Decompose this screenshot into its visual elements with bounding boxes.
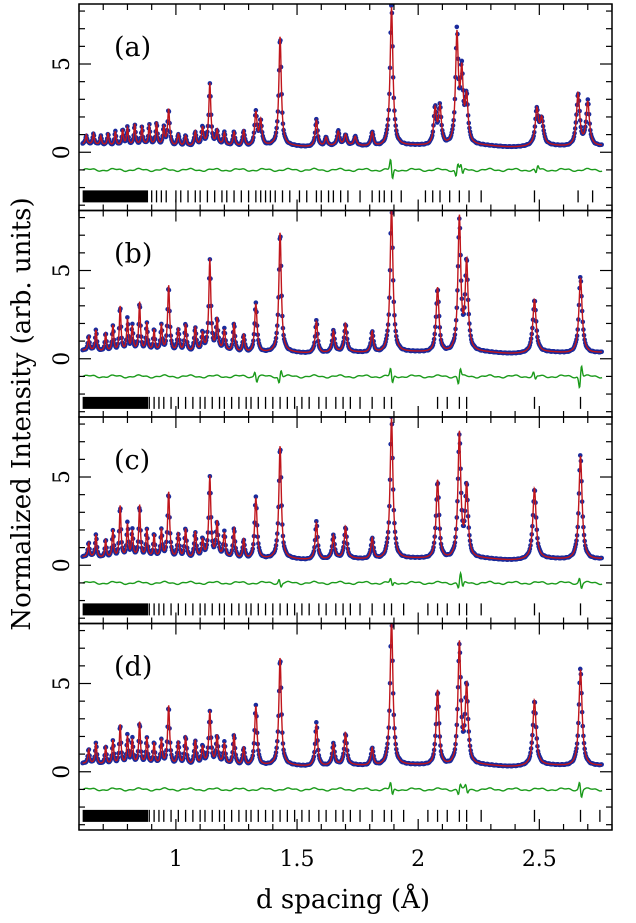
observed-point bbox=[459, 58, 465, 64]
panel-ticks bbox=[78, 623, 613, 830]
observed-point bbox=[222, 739, 227, 744]
observed-point bbox=[389, 615, 394, 620]
observed-point bbox=[577, 666, 583, 672]
observed-point bbox=[388, 4, 394, 8]
observed-point bbox=[585, 97, 591, 102]
observed-point bbox=[314, 518, 319, 524]
panel-frame bbox=[78, 209, 613, 418]
y-tick-label: 5 bbox=[50, 470, 75, 484]
observed-point bbox=[454, 24, 460, 30]
observed-points bbox=[80, 4, 604, 150]
calculated-profile bbox=[82, 623, 602, 767]
panel-4: 0 5 (d) bbox=[50, 615, 613, 831]
panel-plot-area bbox=[80, 4, 604, 203]
panel-label: (b) bbox=[114, 239, 152, 270]
y-tick-label: 0 bbox=[50, 145, 75, 159]
reflection-markers bbox=[82, 396, 582, 409]
observed-point bbox=[314, 720, 319, 725]
y-tick-label: 5 bbox=[50, 57, 75, 71]
observed-point bbox=[389, 202, 394, 207]
calculated-profile bbox=[82, 7, 603, 148]
observed-point bbox=[222, 325, 227, 331]
observed-point bbox=[125, 519, 130, 525]
observed-point bbox=[253, 108, 259, 113]
x-tick-label: 2.5 bbox=[522, 847, 557, 872]
panel-label: (d) bbox=[114, 652, 152, 683]
y-tick-label: 0 bbox=[50, 558, 75, 572]
panel-label: (c) bbox=[114, 445, 150, 476]
observed-point bbox=[577, 453, 583, 458]
observed-point bbox=[113, 128, 118, 134]
observed-point bbox=[130, 734, 135, 740]
x-tick-label: 1.5 bbox=[280, 847, 315, 872]
reflection-markers bbox=[82, 603, 582, 616]
panel-ticks bbox=[78, 4, 613, 211]
reflection-markers bbox=[82, 190, 594, 203]
observed-point bbox=[125, 731, 130, 737]
reflection-dense-band bbox=[82, 809, 149, 822]
observed-points bbox=[80, 202, 604, 356]
y-axis-title: Normalized Intensity (arb. units) bbox=[7, 197, 37, 630]
calculated-profile bbox=[82, 418, 602, 561]
panel-1: 0 5 (a) bbox=[50, 3, 613, 212]
panel-label: (a) bbox=[114, 32, 151, 63]
difference-curve bbox=[82, 158, 603, 180]
difference-curve bbox=[82, 570, 603, 590]
observed-point bbox=[577, 274, 583, 280]
observed-point bbox=[130, 321, 135, 327]
difference-curve bbox=[82, 781, 603, 799]
observed-point bbox=[130, 526, 135, 531]
observed-point bbox=[253, 494, 259, 499]
y-tick-label: 5 bbox=[50, 677, 75, 691]
x-tick-label: 2 bbox=[411, 847, 425, 872]
reflection-markers bbox=[82, 809, 601, 822]
y-tick-label: 0 bbox=[50, 765, 75, 779]
observed-points bbox=[80, 417, 604, 562]
observed-point bbox=[253, 702, 259, 708]
panel-plot-area bbox=[80, 417, 604, 616]
y-tick-label: 0 bbox=[50, 352, 75, 366]
panel-ticks bbox=[78, 210, 613, 417]
y-tick-label: 5 bbox=[50, 264, 75, 278]
panel-plot-area bbox=[80, 615, 604, 822]
panel-ticks bbox=[78, 417, 613, 624]
x-axis-title: d spacing (Å) bbox=[256, 883, 430, 915]
x-tick-label: 1 bbox=[169, 847, 183, 872]
difference-curve bbox=[82, 364, 603, 390]
panel-3: 0 5 (c) bbox=[50, 416, 613, 625]
panels-layer: 0 5 (a) 0 5 (b) 0 5 (c) 0 5 (d) 1 1.5 2 2.5 bbox=[50, 3, 613, 872]
observed-point bbox=[222, 528, 227, 534]
reflection-dense-band bbox=[82, 603, 149, 616]
reflection-dense-band bbox=[82, 190, 149, 203]
observed-points bbox=[80, 615, 604, 769]
reflection-dense-band bbox=[82, 396, 149, 409]
panel-2: 0 5 (b) bbox=[50, 202, 613, 418]
observed-point bbox=[253, 300, 259, 305]
panel-plot-area bbox=[80, 202, 604, 409]
panel-frame bbox=[78, 3, 613, 212]
calculated-profile bbox=[82, 210, 602, 354]
observed-point bbox=[125, 315, 130, 320]
